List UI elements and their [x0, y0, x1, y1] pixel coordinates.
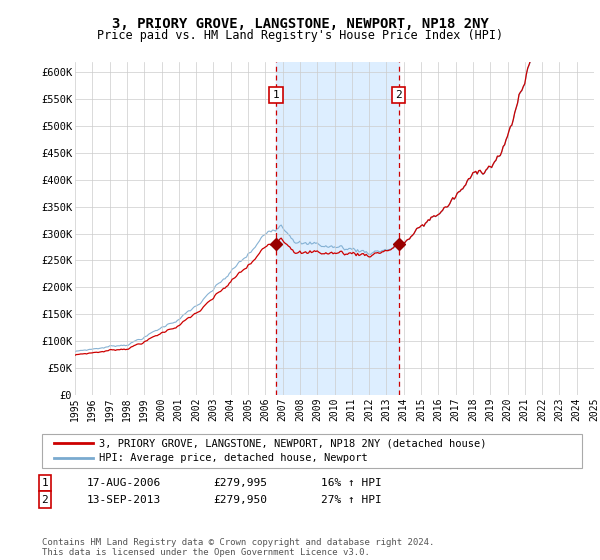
Text: 1: 1	[41, 478, 49, 488]
Text: 27% ↑ HPI: 27% ↑ HPI	[321, 494, 382, 505]
Text: £279,995: £279,995	[213, 478, 267, 488]
Text: HPI: Average price, detached house, Newport: HPI: Average price, detached house, Newp…	[99, 453, 368, 463]
Text: 2: 2	[395, 90, 402, 100]
Text: 1: 1	[273, 90, 280, 100]
Text: 3, PRIORY GROVE, LANGSTONE, NEWPORT, NP18 2NY (detached house): 3, PRIORY GROVE, LANGSTONE, NEWPORT, NP1…	[99, 438, 487, 449]
Text: Price paid vs. HM Land Registry's House Price Index (HPI): Price paid vs. HM Land Registry's House …	[97, 29, 503, 42]
Text: 2: 2	[41, 494, 49, 505]
Text: 17-AUG-2006: 17-AUG-2006	[87, 478, 161, 488]
Text: £279,950: £279,950	[213, 494, 267, 505]
Text: 16% ↑ HPI: 16% ↑ HPI	[321, 478, 382, 488]
Text: Contains HM Land Registry data © Crown copyright and database right 2024.
This d: Contains HM Land Registry data © Crown c…	[42, 538, 434, 557]
Text: 3, PRIORY GROVE, LANGSTONE, NEWPORT, NP18 2NY: 3, PRIORY GROVE, LANGSTONE, NEWPORT, NP1…	[112, 17, 488, 31]
Text: 13-SEP-2013: 13-SEP-2013	[87, 494, 161, 505]
Bar	[276, 62, 398, 395]
